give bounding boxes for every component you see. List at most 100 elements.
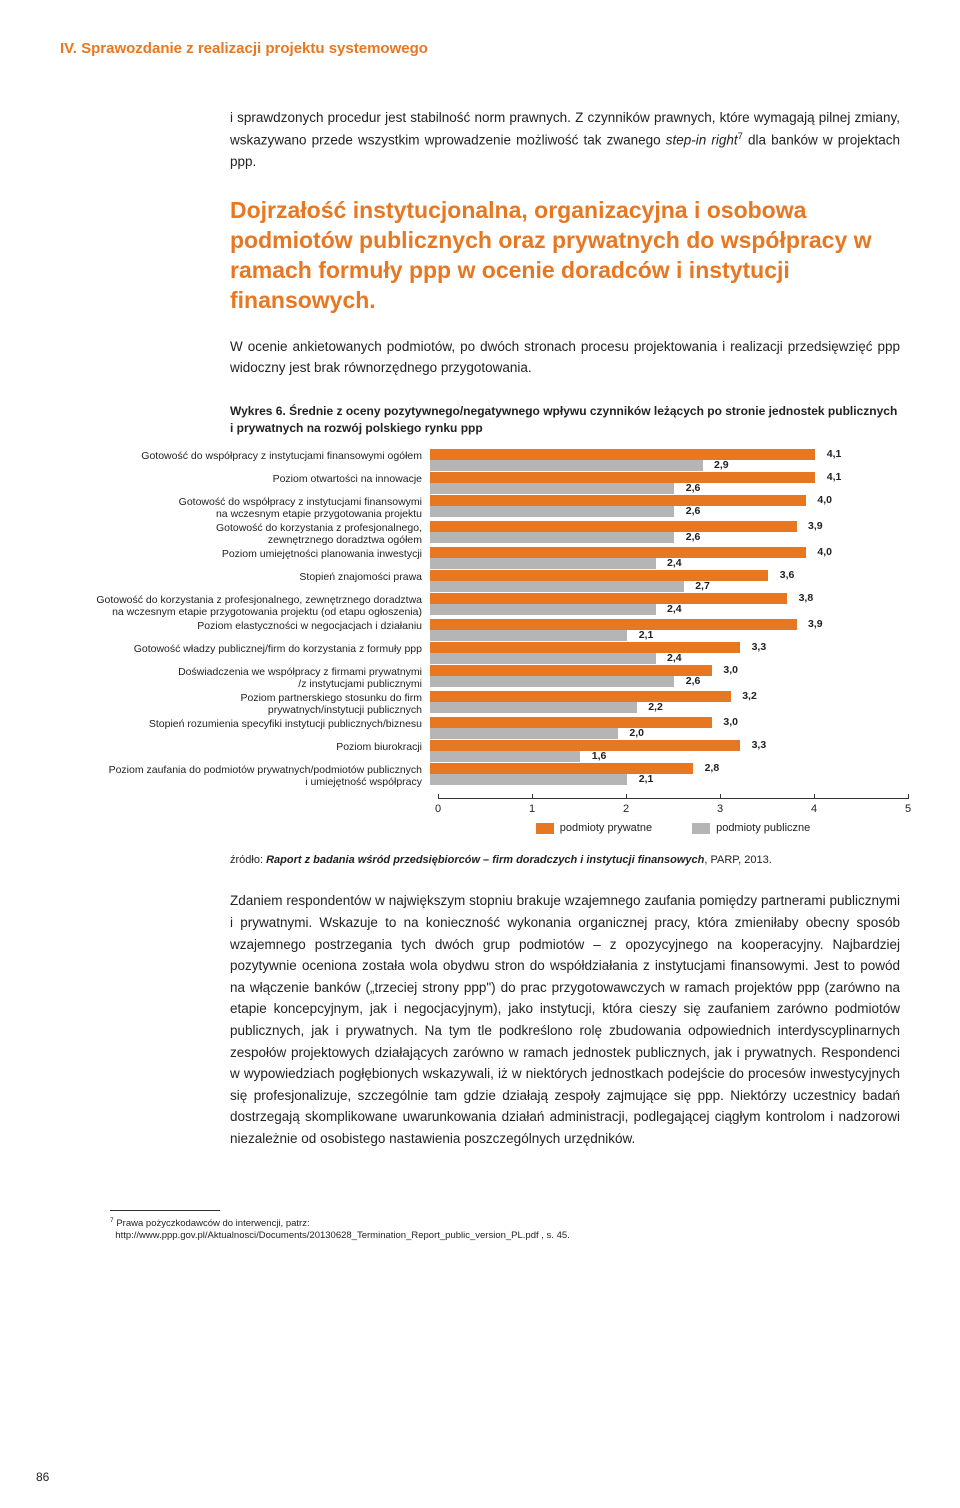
bar-gray: 2,4 <box>430 653 656 664</box>
footnote-number: 7 <box>110 1217 114 1224</box>
chart-row: Gotowość władzy publicznej/firm do korzy… <box>60 642 900 664</box>
footnote-rule <box>110 1210 220 1211</box>
chart-row: Poziom otwartości na innowacje4,12,6 <box>60 472 900 494</box>
chart-row: Gotowość do współpracy z instytucjami fi… <box>60 449 900 471</box>
bar-orange: 3,9 <box>430 521 797 532</box>
legend-orange: podmioty prywatne <box>536 822 652 834</box>
chart-row-label: Poziom zaufania do podmiotów prywatnych/… <box>60 763 430 788</box>
bar-value: 2,4 <box>667 603 682 615</box>
legend-label-orange: podmioty prywatne <box>560 822 652 834</box>
bar-value: 2,1 <box>639 629 654 641</box>
x-tick-label: 3 <box>717 803 723 815</box>
bar-chart: Gotowość do współpracy z instytucjami fi… <box>60 449 900 789</box>
source-prefix: źródło: <box>230 854 266 866</box>
chart-legend: podmioty prywatne podmioty publiczne <box>438 822 908 834</box>
chart-row: Stopień znajomości prawa3,62,7 <box>60 570 900 592</box>
bar-gray: 2,6 <box>430 506 674 517</box>
chart-row: Gotowość do współpracy z instytucjami fi… <box>60 495 900 520</box>
chart-row-label: Gotowość do współpracy z instytucjami fi… <box>60 449 430 462</box>
x-tickmark <box>908 794 909 799</box>
bar-value: 2,6 <box>686 505 701 517</box>
chart-row-bars: 4,02,4 <box>430 547 900 569</box>
chart-row-bars: 3,31,6 <box>430 740 900 762</box>
bar-orange: 3,9 <box>430 619 797 630</box>
bar-value: 3,3 <box>752 739 767 751</box>
bar-gray: 2,1 <box>430 774 627 785</box>
bar-value: 2,8 <box>705 762 720 774</box>
chart-row-bars: 4,02,6 <box>430 495 900 517</box>
footnote-7: 7 Prawa pożyczkodawców do interwencji, p… <box>110 1217 900 1243</box>
bar-value: 2,4 <box>667 557 682 569</box>
chart-row-bars: 3,02,6 <box>430 665 900 687</box>
para1-italic: step-in right <box>666 132 738 147</box>
bar-gray: 2,6 <box>430 483 674 494</box>
source-title: Raport z badania wśród przedsiębiorców –… <box>266 854 704 866</box>
bar-value: 4,1 <box>827 471 842 483</box>
chart-row: Stopień rozumienia specyfiki instytucji … <box>60 717 900 739</box>
chart-row-bars: 2,82,1 <box>430 763 900 785</box>
bar-orange: 3,6 <box>430 570 768 581</box>
bar-value: 2,4 <box>667 652 682 664</box>
page-number: 86 <box>36 1470 49 1484</box>
chart-row-label: Doświadczenia we współpracy z firmami pr… <box>60 665 430 690</box>
x-tickmark <box>532 794 533 799</box>
bar-value: 3,2 <box>742 690 757 702</box>
bar-value: 3,0 <box>723 664 738 676</box>
bar-orange: 2,8 <box>430 763 693 774</box>
bar-orange: 4,0 <box>430 547 806 558</box>
source-suffix: , PARP, 2013. <box>704 854 771 866</box>
chart-row-label: Poziom otwartości na innowacje <box>60 472 430 485</box>
chart-row-bars: 3,92,6 <box>430 521 900 543</box>
chart-row-bars: 4,1 2,9 <box>430 449 900 471</box>
bar-gray: 1,6 <box>430 751 580 762</box>
chart-row-label: Gotowość do korzystania z profesjonalneg… <box>60 593 430 618</box>
bar-gray: 2,0 <box>430 728 618 739</box>
legend-swatch-gray <box>692 823 710 834</box>
page-header: IV. Sprawozdanie z realizacji projektu s… <box>60 40 900 57</box>
paragraph-3: Zdaniem respondentów w największym stopn… <box>230 890 900 1149</box>
bar-value: 2,6 <box>686 675 701 687</box>
bar-gray: 2,4 <box>430 604 656 615</box>
bar-orange: 4,1 <box>430 472 815 483</box>
footnote-text-b: http://www.ppp.gov.pl/Aktualnosci/Docume… <box>115 1230 570 1241</box>
bar-value: 2,1 <box>639 773 654 785</box>
legend-label-gray: podmioty publiczne <box>716 822 810 834</box>
bar-value: 2,7 <box>695 580 710 592</box>
chart-caption: Wykres 6. Średnie z oceny pozytywnego/ne… <box>230 403 900 437</box>
bar-gray: 2,6 <box>430 676 674 687</box>
x-tick-label: 5 <box>905 803 911 815</box>
x-tickmark <box>438 794 439 799</box>
chart-x-axis: 012345 <box>438 798 908 816</box>
x-tickmark <box>720 794 721 799</box>
bar-value: 3,9 <box>808 618 823 630</box>
bar-value: 1,6 <box>592 750 607 762</box>
x-tickmark <box>626 794 627 799</box>
bar-value: 4,1 <box>827 448 842 460</box>
bar-value: 3,8 <box>799 592 814 604</box>
chart-row-label: Stopień rozumienia specyfiki instytucji … <box>60 717 430 730</box>
legend-gray: podmioty publiczne <box>692 822 810 834</box>
bar-orange: 3,2 <box>430 691 731 702</box>
bar-orange: 3,3 <box>430 642 740 653</box>
chart-row-label: Poziom partnerskiego stosunku do firmpry… <box>60 691 430 716</box>
bar-value: 2,0 <box>629 727 644 739</box>
chart-row: Poziom partnerskiego stosunku do firmpry… <box>60 691 900 716</box>
bar-gray: 2,7 <box>430 581 684 592</box>
bar-orange: 3,3 <box>430 740 740 751</box>
bar-orange: 4,0 <box>430 495 806 506</box>
chart-row-bars: 3,92,1 <box>430 619 900 641</box>
chart-row: Gotowość do korzystania z profesjonalneg… <box>60 593 900 618</box>
chart-row-bars: 3,32,4 <box>430 642 900 664</box>
bar-value: 2,6 <box>686 531 701 543</box>
chart-row: Poziom umiejętności planowania inwestycj… <box>60 547 900 569</box>
x-tick-label: 2 <box>623 803 629 815</box>
chart-row-label: Gotowość do współpracy z instytucjami fi… <box>60 495 430 520</box>
bar-value: 2,2 <box>648 701 663 713</box>
chart-row: Poziom zaufania do podmiotów prywatnych/… <box>60 763 900 788</box>
bar-value: 3,6 <box>780 569 795 581</box>
bar-gray: 2,2 <box>430 702 637 713</box>
legend-swatch-orange <box>536 823 554 834</box>
bar-value: 2,9 <box>714 459 729 471</box>
bar-orange: 3,0 <box>430 665 712 676</box>
chart-row-bars: 3,02,0 <box>430 717 900 739</box>
